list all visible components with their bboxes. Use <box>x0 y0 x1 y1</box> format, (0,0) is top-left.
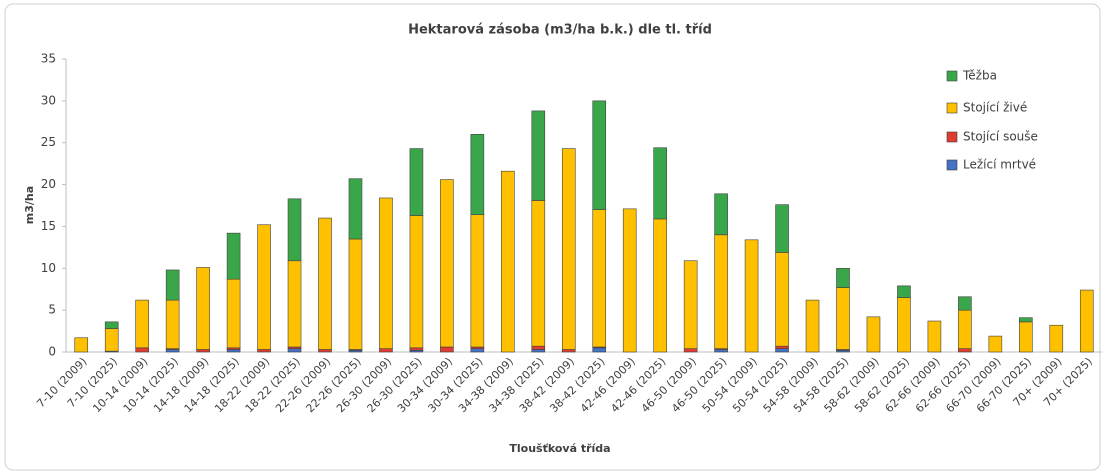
bar-segment <box>531 349 546 353</box>
bar-segment <box>501 170 515 353</box>
bar-segment <box>226 349 241 353</box>
y-tick-label: 15 <box>41 219 56 233</box>
y-axis-label: m3/ha <box>23 186 36 224</box>
bar-segment <box>531 200 546 347</box>
legend-label: Ležící mrtvé <box>963 158 1036 172</box>
bar-segment <box>958 296 972 311</box>
bar-segment <box>470 214 485 348</box>
legend-swatch <box>946 102 958 114</box>
bar-segment <box>592 347 607 353</box>
bar-segment <box>531 110 546 201</box>
bar-segment <box>165 349 180 353</box>
bar-segment <box>440 179 454 348</box>
bar-segment <box>561 349 576 353</box>
bar-segment <box>653 147 667 220</box>
y-tick-label: 30 <box>41 93 56 107</box>
y-tick-label: 20 <box>41 177 56 191</box>
bar-segment <box>379 348 393 353</box>
bar-segment <box>409 215 424 349</box>
bar-segment <box>318 349 332 353</box>
bar-segment <box>714 193 728 236</box>
y-tick-label: 25 <box>41 135 56 149</box>
bar-segment <box>866 316 881 353</box>
bar-segment <box>165 269 180 301</box>
bar-segment <box>104 321 119 329</box>
legend-swatch <box>946 159 958 171</box>
bar-segment <box>958 348 972 353</box>
bar-segment <box>775 252 789 347</box>
bar-segment <box>683 348 698 353</box>
bar-segment <box>683 260 698 349</box>
legend-label: Stojící živé <box>963 101 1027 115</box>
legend-swatch <box>946 131 958 143</box>
bar-segment <box>257 224 271 350</box>
bar-segment <box>1079 289 1094 353</box>
bar-segment <box>927 320 942 353</box>
bar-segment <box>775 348 789 353</box>
bar-segment <box>1049 324 1064 353</box>
bar-segment <box>226 278 241 349</box>
legend-label: Těžba <box>962 69 997 83</box>
bar-segment <box>836 287 850 350</box>
bar-segment <box>714 349 728 353</box>
bar-segment <box>1019 321 1033 353</box>
bar-segment <box>744 239 759 353</box>
bar-segment <box>470 134 485 216</box>
bar-segment <box>196 349 210 353</box>
bar-segment <box>988 335 1003 353</box>
bar-segment <box>592 100 607 210</box>
y-tick-label: 0 <box>48 345 56 359</box>
bar-segment <box>165 299 180 349</box>
bar-segment <box>958 309 972 349</box>
bar-segment <box>135 347 149 353</box>
bar-segment <box>74 337 89 353</box>
bar-segment <box>805 299 820 353</box>
bar-segment <box>318 217 332 350</box>
bar-segment <box>379 197 393 349</box>
chart-frame <box>4 3 1101 471</box>
legend-swatch <box>946 70 958 82</box>
bar-segment <box>287 198 302 262</box>
chart-title: Hektarová zásoba (m3/ha b.k.) dle tl. tř… <box>408 23 712 38</box>
bar-segment <box>409 148 424 216</box>
legend-label: Stojící souše <box>963 130 1038 144</box>
bar-segment <box>135 299 149 349</box>
y-tick-label: 10 <box>41 261 56 275</box>
bar-segment <box>287 348 302 353</box>
bar-segment <box>531 345 546 350</box>
y-tick-label: 35 <box>41 52 56 66</box>
bar-segment <box>622 208 637 353</box>
bar-segment <box>592 209 607 348</box>
bar-segment <box>775 204 789 253</box>
bar-segment <box>653 218 667 353</box>
bar-segment <box>440 346 454 353</box>
bar-segment <box>714 234 728 349</box>
bar-segment <box>104 328 119 352</box>
bar-segment <box>287 260 302 348</box>
bar-segment <box>348 238 363 350</box>
bar-segment <box>348 178 363 240</box>
bar-segment <box>836 267 850 288</box>
bar-segment <box>775 345 789 349</box>
bar-segment <box>226 232 241 280</box>
y-tick-label: 5 <box>48 303 56 317</box>
bar-segment <box>470 348 485 353</box>
bar-segment <box>1019 317 1033 323</box>
bar-segment <box>196 267 210 350</box>
bar-segment <box>409 347 424 351</box>
bar-segment <box>897 285 911 298</box>
bar-segment <box>561 148 576 350</box>
x-axis-label: Tloušťková třída <box>509 442 610 455</box>
bar-segment <box>257 349 271 353</box>
bar-segment <box>897 297 911 353</box>
